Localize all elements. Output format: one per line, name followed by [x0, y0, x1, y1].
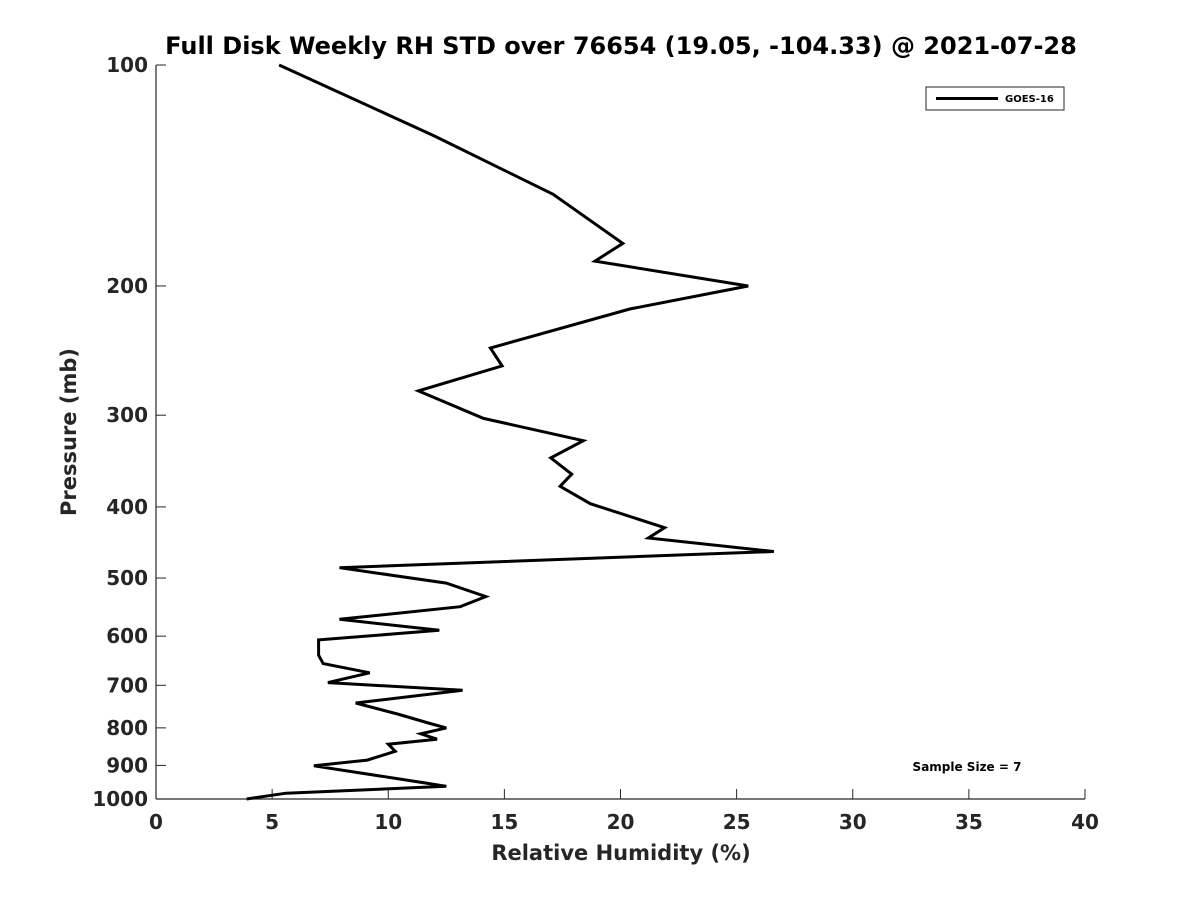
legend: GOES-16 — [925, 86, 1065, 111]
x-tick-label: 40 — [1071, 810, 1099, 834]
y-axis-ticks: 100 200 300 400 500 600 700 800 900 1000 — [92, 53, 166, 811]
x-tick-label: 5 — [265, 810, 279, 834]
x-tick-label: 10 — [374, 810, 402, 834]
y-tick-label: 700 — [106, 673, 148, 697]
x-tick-label: 20 — [607, 810, 635, 834]
y-axis-label: Pressure (mb) — [57, 348, 81, 516]
y-tick-label: 200 — [106, 274, 148, 298]
sample-size-annotation: Sample Size = 7 — [913, 760, 1022, 774]
x-tick-label: 25 — [723, 810, 751, 834]
y-tick-label: 800 — [106, 716, 148, 740]
y-tick-label: 900 — [106, 753, 148, 777]
x-tick-label: 30 — [839, 810, 867, 834]
legend-label-goes-16: GOES-16 — [1005, 94, 1054, 105]
series-layer — [246, 63, 774, 801]
series-line-goes-16 — [246, 63, 774, 801]
y-tick-label: 100 — [106, 53, 148, 77]
x-tick-label: 35 — [955, 810, 983, 834]
x-axis-label: Relative Humidity (%) — [491, 841, 750, 865]
y-tick-label: 300 — [106, 403, 148, 427]
x-tick-label: 0 — [149, 810, 163, 834]
y-tick-label: 1000 — [92, 787, 148, 811]
x-tick-label: 15 — [490, 810, 518, 834]
chart-title: Full Disk Weekly RH STD over 76654 (19.0… — [165, 32, 1077, 60]
y-tick-label: 400 — [106, 495, 148, 519]
x-axis-ticks: 0 5 10 15 20 25 30 35 40 — [149, 789, 1099, 834]
y-tick-label: 500 — [106, 566, 148, 590]
y-tick-label: 600 — [106, 624, 148, 648]
